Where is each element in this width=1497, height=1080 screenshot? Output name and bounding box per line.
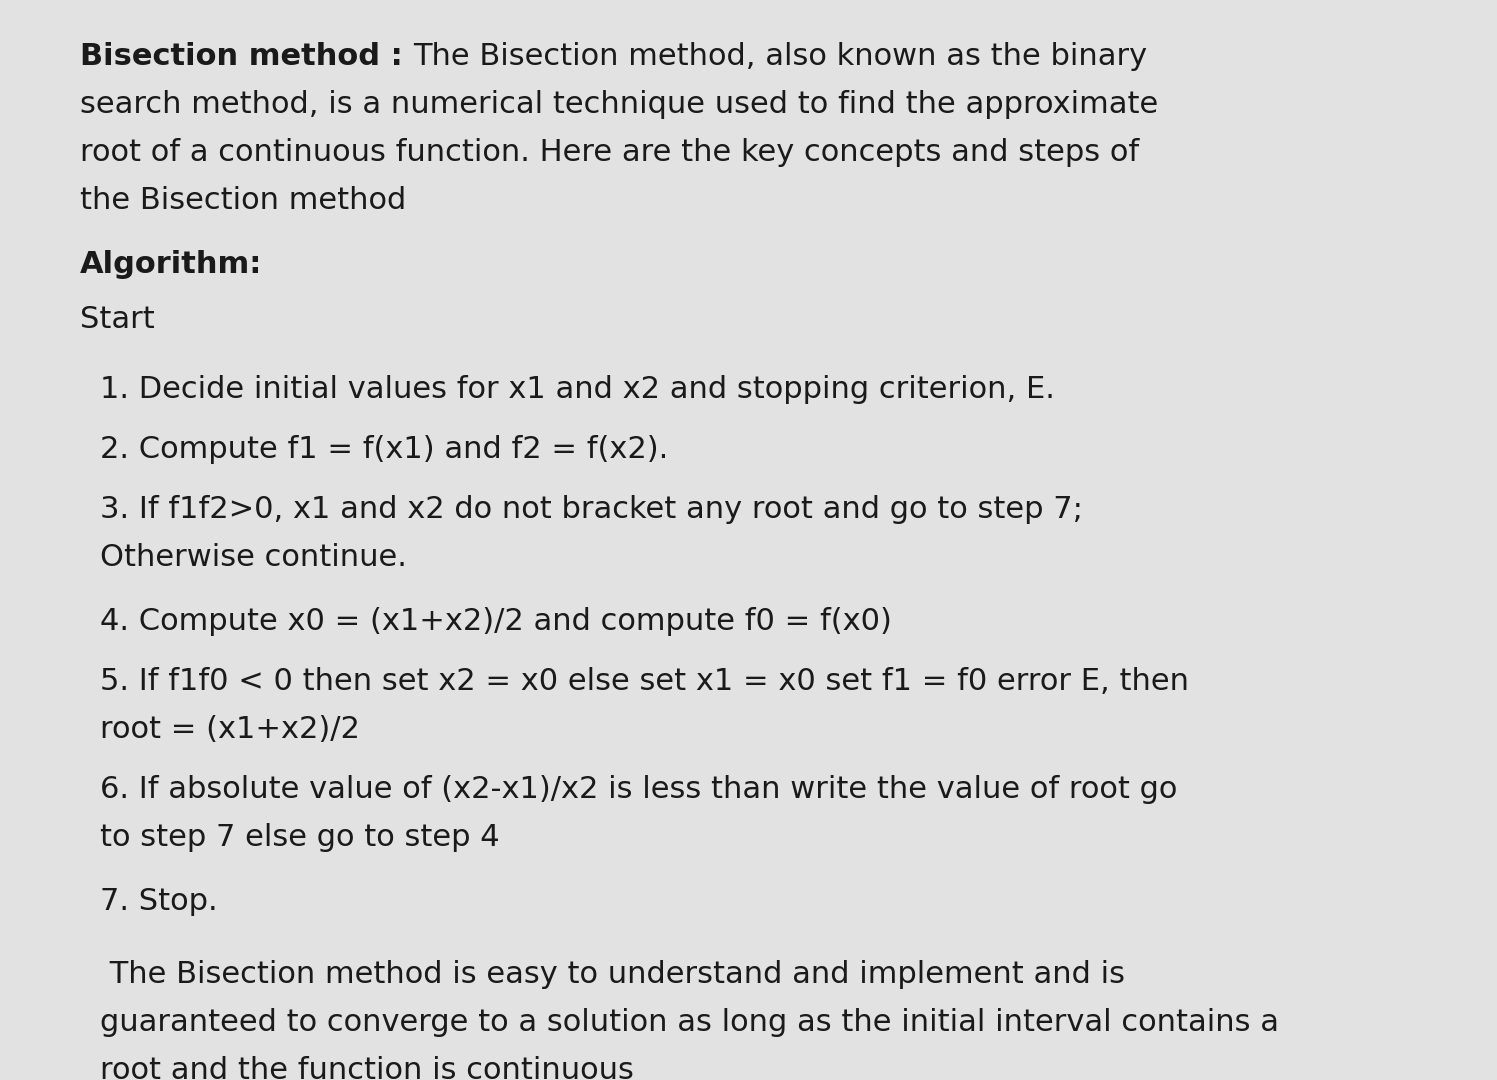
- Text: 5. If f1f0 < 0 then set x2 = x0 else set x1 = x0 set f1 = f0 error E, then: 5. If f1f0 < 0 then set x2 = x0 else set…: [100, 667, 1189, 696]
- Text: Otherwise continue.: Otherwise continue.: [100, 543, 407, 572]
- Text: 3. If f1f2>0, x1 and x2 do not bracket any root and go to step 7;: 3. If f1f2>0, x1 and x2 do not bracket a…: [100, 495, 1082, 524]
- Text: search method, is a numerical technique used to find the approximate: search method, is a numerical technique …: [79, 90, 1159, 119]
- Text: 2. Compute f1 = f(x1) and f2 = f(x2).: 2. Compute f1 = f(x1) and f2 = f(x2).: [100, 435, 668, 464]
- Text: 1. Decide initial values for x1 and x2 and stopping criterion, E.: 1. Decide initial values for x1 and x2 a…: [100, 375, 1055, 404]
- Text: 7. Stop.: 7. Stop.: [100, 887, 217, 916]
- Text: to step 7 else go to step 4: to step 7 else go to step 4: [100, 823, 500, 852]
- Text: 6. If absolute value of (x2-x1)/x2 is less than write the value of root go: 6. If absolute value of (x2-x1)/x2 is le…: [100, 775, 1177, 804]
- Text: 4. Compute x0 = (x1+x2)/2 and compute f0 = f(x0): 4. Compute x0 = (x1+x2)/2 and compute f0…: [100, 607, 892, 636]
- Text: Start: Start: [79, 305, 154, 334]
- Text: root and the function is continuous: root and the function is continuous: [100, 1056, 633, 1080]
- Text: the Bisection method: the Bisection method: [79, 186, 406, 215]
- Text: Algorithm:: Algorithm:: [79, 249, 262, 279]
- Text: The Bisection method is easy to understand and implement and is: The Bisection method is easy to understa…: [100, 960, 1126, 989]
- Text: root of a continuous function. Here are the key concepts and steps of: root of a continuous function. Here are …: [79, 138, 1139, 167]
- Text: The Bisection method, also known as the binary: The Bisection method, also known as the …: [413, 42, 1148, 71]
- Text: root = (x1+x2)/2: root = (x1+x2)/2: [100, 715, 359, 744]
- Text: Bisection method :: Bisection method :: [79, 42, 413, 71]
- Text: guaranteed to converge to a solution as long as the initial interval contains a: guaranteed to converge to a solution as …: [100, 1008, 1278, 1037]
